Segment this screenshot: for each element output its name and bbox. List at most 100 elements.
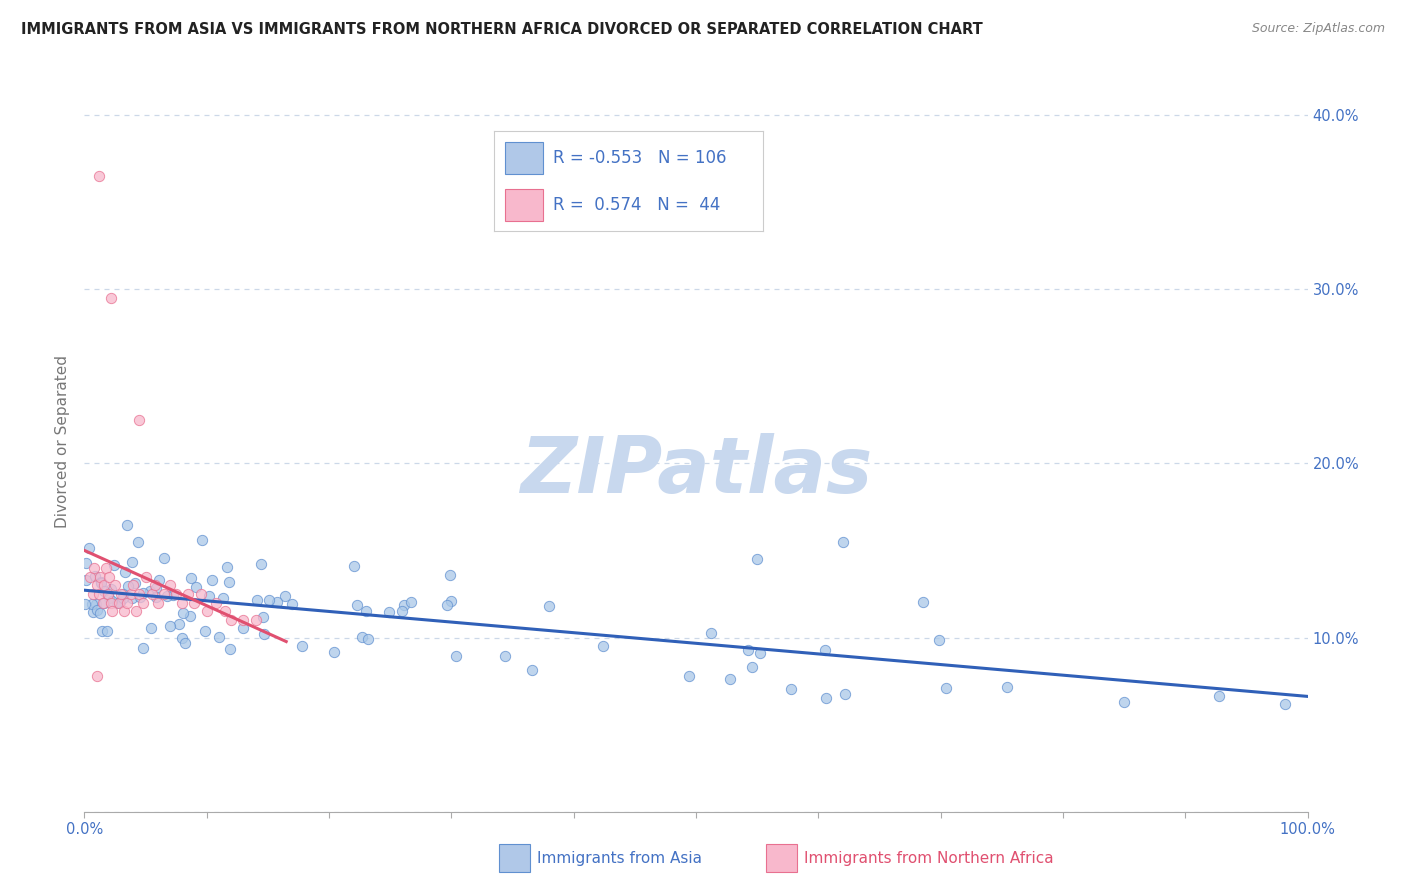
Y-axis label: Divorced or Separated: Divorced or Separated [55,355,70,528]
Point [100,596,122,610]
Point [125,604,148,618]
Point [831,534,853,549]
Point [935,681,957,695]
Point [779,681,801,696]
Point [156,589,179,603]
Point [257,593,280,607]
Point [111,586,134,600]
Point [91,596,114,610]
Point [75,573,97,587]
Point [132,641,155,656]
Point [219,613,242,627]
Point [246,593,269,607]
Point [537,599,560,613]
Point [834,687,856,701]
Point [132,586,155,600]
Point [103,558,125,572]
Point [79,569,101,583]
Point [195,604,218,618]
Point [107,596,129,610]
Point [77,541,100,555]
Point [814,690,837,705]
Point [86,669,108,683]
Point [737,643,759,657]
Point [97,587,120,601]
Point [89,606,111,620]
Point [122,578,145,592]
Point [165,587,187,601]
Point [127,534,149,549]
Point [75,557,97,571]
Point [252,609,274,624]
Point [219,642,242,657]
Point [741,660,763,674]
Point [218,575,240,590]
Point [120,587,142,601]
Point [401,595,423,609]
Point [928,632,950,647]
Point [105,596,128,610]
Point [98,591,121,605]
Point [143,578,166,592]
Point [93,583,115,598]
Point [162,589,184,603]
Point [592,640,614,654]
Point [198,589,221,603]
Point [159,578,181,592]
Point [132,596,155,610]
Point [145,581,167,595]
Point [172,596,194,610]
Point [86,602,108,616]
Point [87,587,110,601]
Point [1274,697,1296,711]
Text: Immigrants from Northern Africa: Immigrants from Northern Africa [804,851,1054,865]
Point [253,626,276,640]
Point [813,643,835,657]
Point [90,624,112,639]
Point [391,604,413,618]
Point [110,587,132,601]
Point [232,621,254,635]
Point [115,596,138,610]
Point [995,680,1018,694]
Point [179,608,201,623]
Point [101,604,124,618]
Point [90,575,112,590]
Point [100,582,122,596]
Point [180,571,202,585]
Point [83,561,105,575]
Point [444,648,467,663]
Point [86,578,108,592]
Point [274,589,297,603]
Point [439,568,461,582]
Point [159,618,181,632]
Point [93,595,115,609]
Point [678,669,700,683]
Point [436,598,458,612]
Point [911,595,934,609]
Point [291,640,314,654]
Point [153,587,176,601]
Point [215,560,238,574]
Point [96,561,118,575]
Point [1112,695,1135,709]
Text: ZIPatlas: ZIPatlas [520,434,872,509]
Point [84,598,107,612]
Point [128,413,150,427]
Point [146,596,169,610]
Text: Source: ZipAtlas.com: Source: ZipAtlas.com [1251,22,1385,36]
Point [177,587,200,601]
Point [214,604,236,618]
Point [212,591,235,606]
Point [323,645,346,659]
Point [135,569,157,583]
Point [141,587,163,601]
Point [104,578,127,592]
Point [352,631,374,645]
Point [172,607,194,621]
Point [80,597,103,611]
Point [700,625,723,640]
Point [121,591,143,606]
Point [114,565,136,579]
Point [152,551,174,566]
